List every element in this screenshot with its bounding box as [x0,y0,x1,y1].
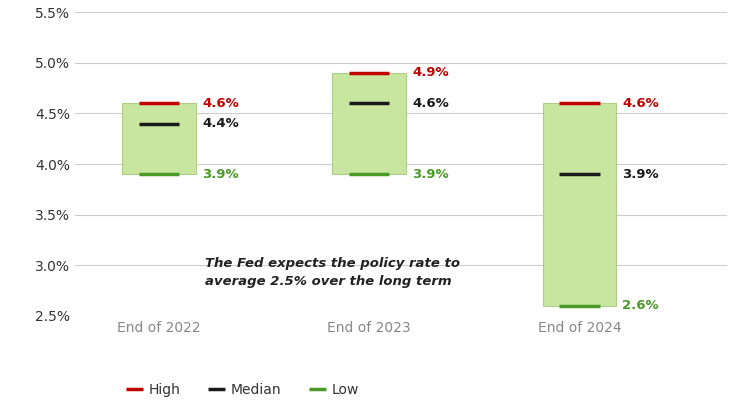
Text: 4.9%: 4.9% [412,66,449,79]
Text: 4.6%: 4.6% [412,97,449,110]
Text: 3.9%: 3.9% [622,168,659,181]
Bar [122,103,195,174]
Text: The Fed expects the policy rate to
average 2.5% over the long term: The Fed expects the policy rate to avera… [205,257,460,288]
Text: 4.6%: 4.6% [622,97,659,110]
Bar [542,103,616,306]
Text: 4.4%: 4.4% [202,117,239,130]
Text: 3.9%: 3.9% [412,168,449,181]
Bar [333,73,406,174]
Text: 4.6%: 4.6% [202,97,239,110]
Legend: High, Median, Low: High, Median, Low [121,377,364,403]
Text: 3.9%: 3.9% [202,168,239,181]
Text: 2.6%: 2.6% [622,299,659,312]
